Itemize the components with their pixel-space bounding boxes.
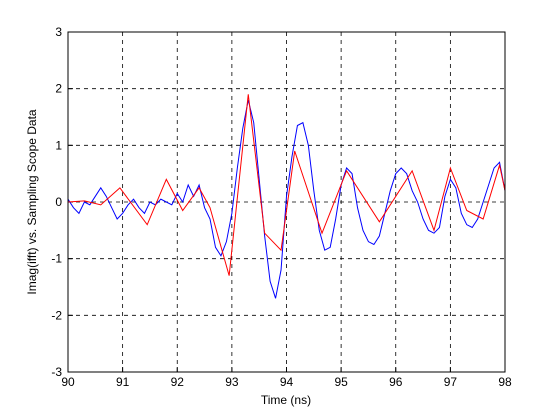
x-tick-label: 91	[116, 375, 130, 389]
y-tick-label: 3	[55, 25, 62, 39]
y-tick-label: -2	[51, 308, 62, 322]
y-tick-label: -1	[51, 252, 62, 266]
x-tick-label: 92	[171, 375, 185, 389]
x-tick-label: 95	[334, 375, 348, 389]
axes-box	[67, 31, 506, 373]
x-tick-label: 97	[444, 375, 458, 389]
x-tick-label: 90	[61, 375, 75, 389]
x-tick-label: 96	[389, 375, 403, 389]
y-tick-label: 1	[55, 138, 62, 152]
y-tick-label: 0	[55, 195, 62, 209]
x-tick-label: 93	[225, 375, 239, 389]
y-axis-label: Imag(ifft) vs. Sampling Scope Data	[25, 109, 39, 295]
data-line	[67, 99, 506, 299]
y-tick-label: -3	[51, 365, 62, 379]
x-axis-label: Time (ns)	[261, 393, 311, 407]
y-tick-label: 2	[55, 82, 62, 96]
data-line	[67, 94, 506, 276]
x-tick-label: 98	[498, 375, 512, 389]
x-tick-label: 94	[280, 375, 294, 389]
